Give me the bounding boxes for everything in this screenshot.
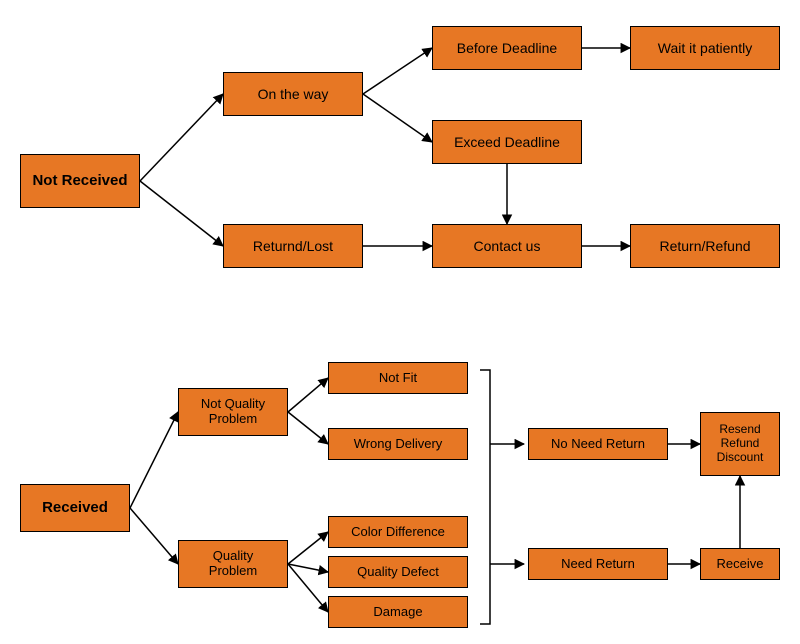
node-no_need_return: No Need Return — [528, 428, 668, 460]
edge-qp-color_diff — [288, 532, 328, 564]
edge-received-qp — [130, 508, 178, 564]
edge-not_qp-not_fit — [288, 378, 328, 412]
node-wait_patiently: Wait it patiently — [630, 26, 780, 70]
bracket — [480, 370, 490, 624]
node-qp: Quality Problem — [178, 540, 288, 588]
node-not_fit: Not Fit — [328, 362, 468, 394]
edge-qp-quality_defect — [288, 564, 328, 572]
edge-not_received-returnd_lost — [140, 181, 223, 246]
node-quality_defect: Quality Defect — [328, 556, 468, 588]
edge-not_received-on_the_way — [140, 94, 223, 181]
node-resend_refund: Resend Refund Discount — [700, 412, 780, 476]
flowchart-stage: Not Received On the way Returnd/Lost Before… — [0, 0, 800, 644]
node-exceed_deadline: Exceed Deadline — [432, 120, 582, 164]
node-color_diff: Color Difference — [328, 516, 468, 548]
node-return_refund: Return/Refund — [630, 224, 780, 268]
node-not_qp: Not Quality Problem — [178, 388, 288, 436]
node-not_received: Not Received — [20, 154, 140, 208]
node-need_return: Need Return — [528, 548, 668, 580]
node-contact_us: Contact us — [432, 224, 582, 268]
node-on_the_way: On the way — [223, 72, 363, 116]
edge-on_the_way-before_deadline — [363, 48, 432, 94]
node-wrong_delivery: Wrong Delivery — [328, 428, 468, 460]
node-receive: Receive — [700, 548, 780, 580]
node-before_deadline: Before Deadline — [432, 26, 582, 70]
edge-on_the_way-exceed_deadline — [363, 94, 432, 142]
edge-received-not_qp — [130, 412, 178, 508]
node-returnd_lost: Returnd/Lost — [223, 224, 363, 268]
edge-qp-damage — [288, 564, 328, 612]
node-damage: Damage — [328, 596, 468, 628]
edge-not_qp-wrong_delivery — [288, 412, 328, 444]
node-received: Received — [20, 484, 130, 532]
